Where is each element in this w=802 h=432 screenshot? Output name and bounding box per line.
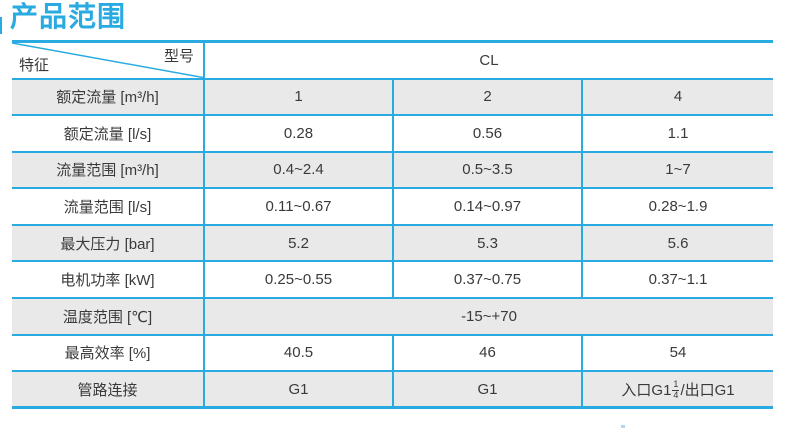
value-cell: 0.37~0.75 [392, 260, 582, 299]
value-cell: 5.6 [580, 223, 774, 262]
value-cell: 0.28~1.9 [580, 187, 774, 225]
value-cell: 入口G1 1 4/出口G1 [580, 370, 774, 408]
stray-mark [621, 425, 625, 428]
value-cell: 0.25~0.55 [203, 260, 393, 299]
table-header-row: 型号 特征 CL [12, 41, 774, 79]
row-label: 流量范围 [m³/h] [12, 150, 204, 189]
spec-table-container: 型号 特征 CL 额定流量 [m³/h] 1 2 4 额定流量 [l/s] 0.28 0.5… [12, 40, 774, 410]
table-row: 额定流量 [l/s] 0.28 0.56 1.1 [12, 114, 774, 152]
value-cell: 1 [203, 77, 393, 116]
table-row: 流量范围 [m³/h] 0.4~2.4 0.5~3.5 1~7 [12, 150, 774, 189]
row-label: 电机功率 [kW] [12, 260, 204, 299]
value-cell: 0.4~2.4 [203, 150, 393, 189]
table-row: 流量范围 [l/s] 0.11~0.67 0.14~0.97 0.28~1.9 [12, 187, 774, 225]
model-header-cell: CL [202, 41, 774, 79]
row-label: 管路连接 [12, 370, 204, 408]
value-cell: G1 [392, 370, 582, 408]
corner-label-model: 型号 [163, 48, 194, 65]
page-title: 产品范围 [10, 1, 127, 32]
value-cell: 46 [392, 333, 582, 372]
value-cell: 0.14~0.97 [392, 187, 582, 225]
value-cell: G1 [203, 370, 393, 408]
value-cell: 5.2 [203, 223, 393, 262]
value-cell: 2 [392, 77, 582, 116]
value-cell: 0.28 [203, 114, 393, 152]
value-cell: 0.5~3.5 [392, 150, 582, 189]
row-label: 流量范围 [l/s] [12, 187, 204, 225]
corner-label-feature: 特征 [19, 56, 50, 74]
value-cell: 5.3 [392, 223, 582, 262]
table-row: 管路连接 G1 G1 入口G1 1 4/出口G1 [12, 370, 774, 408]
row-label: 额定流量 [m³/h] [12, 77, 204, 116]
table-row: 温度范围 [℃] -15~+70 [12, 297, 774, 335]
row-label: 额定流量 [l/s] [12, 114, 204, 152]
value-cell: -15~+70 [202, 297, 774, 335]
table-row: 最高效率 [%] 40.5 46 54 [12, 333, 774, 372]
row-label: 温度范围 [℃] [12, 297, 204, 335]
value-cell: 40.5 [203, 333, 393, 372]
table-row: 电机功率 [kW] 0.25~0.55 0.37~0.75 0.37~1.1 [12, 260, 774, 299]
table-row: 额定流量 [m³/h] 1 2 4 [12, 77, 774, 116]
value-cell: 4 [580, 77, 774, 116]
value-cell: 54 [580, 333, 774, 372]
left-edge-mark [0, 17, 2, 34]
spec-table: 型号 特征 CL 额定流量 [m³/h] 1 2 4 额定流量 [l/s] 0.28 0.5… [12, 40, 774, 410]
value-cell: 0.11~0.67 [203, 187, 393, 225]
value-cell: 1~7 [580, 150, 774, 189]
value-cell: 0.37~1.1 [580, 260, 774, 299]
row-label: 最高效率 [%] [12, 333, 204, 372]
value-cell: 0.56 [392, 114, 582, 152]
table-corner-cell: 型号 特征 [12, 42, 204, 79]
value-cell: 1.1 [580, 114, 774, 152]
diagonal-divider-line [12, 43, 203, 78]
row-label: 最大压力 [bar] [12, 223, 204, 262]
table-row: 最大压力 [bar] 5.2 5.3 5.6 [12, 223, 774, 262]
spec-table-body: 额定流量 [m³/h] 1 2 4 额定流量 [l/s] 0.28 0.56 1.1 流量范围 … [12, 77, 774, 408]
